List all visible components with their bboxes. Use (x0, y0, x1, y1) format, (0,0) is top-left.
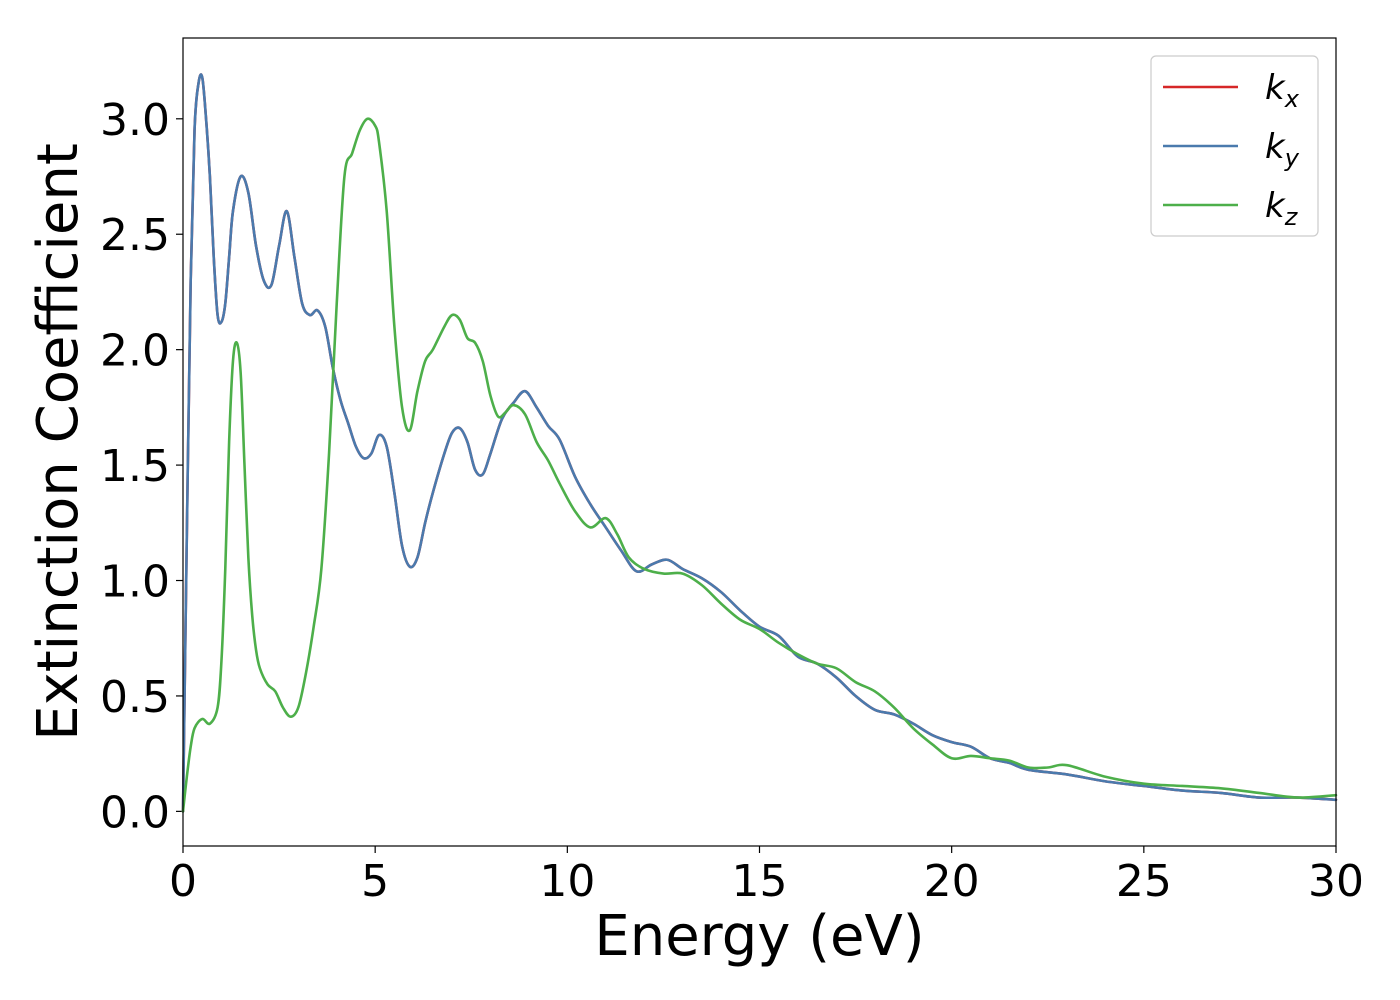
x-tick-label: 10 (539, 856, 595, 907)
y-tick-label: 0.0 (100, 787, 170, 838)
legend-items: kx ky kz (1163, 68, 1300, 231)
ticks-layer: 0 5 10 15 20 25 30 0.0 0.5 1.0 1.5 2.0 2.5 3.0 (100, 95, 1364, 907)
plot-frame (182, 37, 1337, 847)
series-line-y (181, 73, 1338, 813)
y-tick-label: 1.5 (100, 441, 170, 492)
y-tick-label: 3.0 (100, 95, 170, 146)
y-axis-title: Extinction Coefficient (26, 143, 91, 741)
legend: kx ky kz (1150, 55, 1319, 237)
y-tick-label: 2.0 (100, 326, 170, 377)
x-tick-label: 30 (1308, 856, 1364, 907)
x-tick-label: 15 (732, 856, 788, 907)
series-line-z (181, 117, 1338, 813)
x-axis-title: Energy (eV) (594, 904, 924, 969)
legend-label-x: kx (1265, 68, 1300, 113)
y-tick-label: 0.5 (100, 672, 170, 723)
legend-label-z: kz (1265, 186, 1299, 231)
y-tick-label: 1.0 (100, 557, 170, 608)
x-tick-label: 0 (169, 856, 197, 907)
x-tick-label: 20 (924, 856, 980, 907)
x-tick-label: 25 (1116, 856, 1172, 907)
y-tick-label: 2.5 (100, 210, 170, 261)
x-tick-label: 5 (361, 856, 389, 907)
series-layer (181, 73, 1338, 813)
legend-label-y: ky (1265, 127, 1300, 172)
